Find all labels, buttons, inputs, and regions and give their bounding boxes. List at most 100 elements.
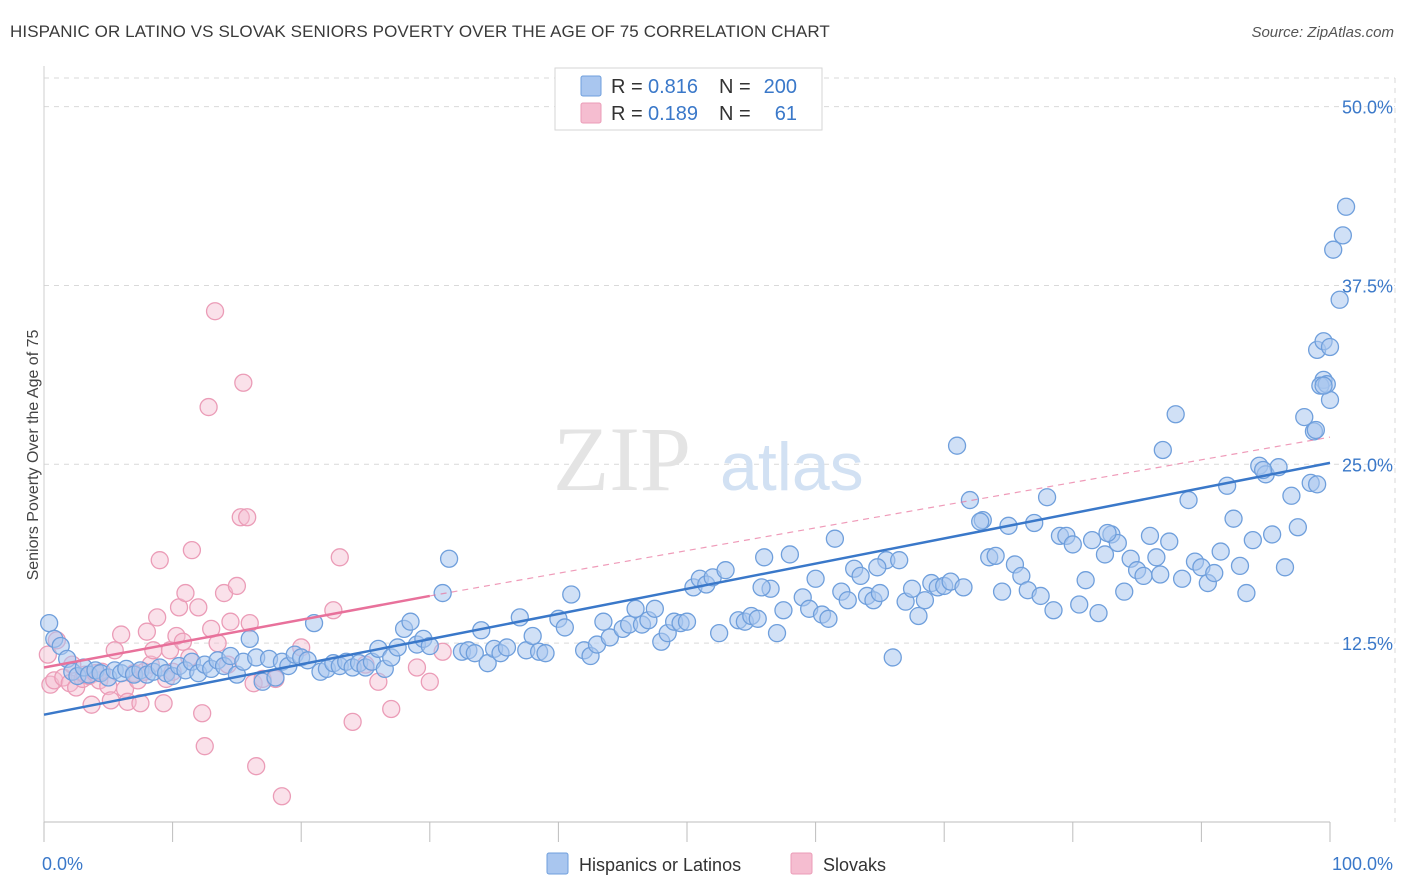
x-tick-label: 0.0% <box>42 854 83 874</box>
hispanics-point <box>1037 488 1057 507</box>
hispanics-point <box>1134 566 1153 586</box>
hispanics-point <box>971 512 990 531</box>
hispanics-point <box>600 628 619 647</box>
legend: Hispanics or Latinos Slovaks <box>546 852 886 875</box>
hispanics-point <box>1314 376 1333 395</box>
slovaks-point <box>137 622 157 641</box>
hispanics-point <box>755 548 774 567</box>
hispanics-point <box>838 591 857 610</box>
hispanics-point <box>868 558 887 577</box>
hispanics-point <box>1282 486 1301 505</box>
slovaks-point <box>182 541 202 560</box>
hispanics-point <box>1070 595 1089 614</box>
slovaks-point <box>150 551 169 570</box>
hispanics-point <box>1095 545 1115 564</box>
watermark: ZIP atlas <box>553 408 864 510</box>
hispanics-point <box>1153 440 1172 460</box>
hispanics-point <box>1082 530 1102 550</box>
hispanics-point <box>1237 583 1256 603</box>
legend-swatch-hispanics <box>546 852 569 875</box>
hispanics-point <box>947 436 967 455</box>
stats-n-value-2: 61 <box>775 103 797 125</box>
hispanics-point <box>1262 525 1282 544</box>
hispanics-point <box>39 613 59 633</box>
slovaks-point <box>238 508 257 527</box>
stats-box: R = 0.816 N = 200 R = 0.189 N = 61 <box>554 67 823 131</box>
stats-swatch-blue <box>580 75 602 97</box>
hispanics-point <box>825 529 845 548</box>
slovaks-point <box>144 641 163 660</box>
y-tick-label: 25.0% <box>1342 455 1393 475</box>
stats-r-label-2: R = <box>611 103 643 125</box>
slovaks-point <box>176 583 195 603</box>
grid-lines <box>44 77 1396 822</box>
hispanics-point <box>1089 603 1108 623</box>
trendlines <box>43 436 1331 716</box>
hispanics-point <box>902 579 922 598</box>
hispanics-point <box>1288 518 1307 537</box>
y-axis-title: Seniors Poverty Over the Age of 75 <box>25 330 42 581</box>
hispanics-point <box>774 601 793 620</box>
slovaks-point <box>112 625 131 644</box>
hispanics-point <box>1172 569 1192 588</box>
hispanics-point <box>960 490 980 510</box>
hispanics-point <box>1115 582 1134 601</box>
y-tick-label: 50.0% <box>1342 98 1393 118</box>
slovaks-point <box>189 598 208 617</box>
hispanics-point <box>536 644 555 663</box>
slovaks-point <box>227 576 247 596</box>
hispanics-points <box>39 197 1356 691</box>
slovaks-point <box>221 612 240 631</box>
hispanics-point <box>1320 337 1340 357</box>
hispanics-point <box>954 578 973 597</box>
watermark-zip: ZIP <box>553 408 691 510</box>
hispanics-point <box>1166 405 1185 424</box>
slovaks-point <box>420 672 439 691</box>
hispanics-trendline <box>43 461 1331 716</box>
hispanics-point <box>780 545 800 564</box>
hispanics-point <box>555 618 574 637</box>
hispanics-point <box>677 612 697 631</box>
slovaks-point <box>407 658 427 677</box>
slovaks-point <box>154 694 173 713</box>
slovaks-point <box>231 508 250 527</box>
hispanics-point <box>767 623 787 643</box>
chart-title: HISPANIC OR LATINO VS SLOVAK SENIORS POV… <box>10 22 830 41</box>
hispanics-point <box>1044 601 1063 620</box>
stats-n-label-1: N = <box>719 76 751 98</box>
hispanics-point <box>420 636 439 656</box>
tick-labels: 12.5% 25.0% 37.5% 50.0% 0.0% 100.0% <box>42 98 1393 874</box>
legend-label-hispanics: Hispanics or Latinos <box>579 855 741 875</box>
stats-r-value-1: 0.816 <box>648 76 698 98</box>
hispanics-point <box>1275 558 1295 577</box>
stats-n-value-1: 200 <box>764 76 797 98</box>
hispanics-point <box>890 551 909 570</box>
watermark-atlas: atlas <box>720 429 864 505</box>
slovaks-trendline <box>43 594 431 669</box>
x-tick-label: 100.0% <box>1332 854 1393 874</box>
legend-swatch-slovaks <box>790 852 813 875</box>
hispanics-point <box>1179 490 1198 510</box>
slovaks-point <box>272 787 292 806</box>
slovaks-point <box>234 373 253 392</box>
hispanics-point <box>594 612 613 631</box>
hispanics-point <box>626 599 645 618</box>
hispanics-point <box>870 583 890 603</box>
legend-label-slovaks: Slovaks <box>823 855 886 875</box>
hispanics-point <box>710 623 729 643</box>
slovaks-point <box>247 757 266 776</box>
hispanics-point <box>1160 532 1179 551</box>
slovaks-point <box>205 302 225 321</box>
slovaks-point <box>195 737 214 756</box>
hispanics-point <box>716 561 735 580</box>
hispanics-point <box>1205 563 1224 583</box>
hispanics-point <box>752 578 771 597</box>
hispanics-point <box>1151 565 1170 584</box>
hispanics-point <box>1306 420 1326 440</box>
hispanics-point <box>992 582 1012 601</box>
hispanics-point <box>1063 535 1082 554</box>
hispanics-point <box>1224 509 1243 528</box>
y-tick-label: 37.5% <box>1342 276 1393 296</box>
y-tick-label: 12.5% <box>1342 634 1393 654</box>
hispanics-point <box>1140 526 1160 545</box>
